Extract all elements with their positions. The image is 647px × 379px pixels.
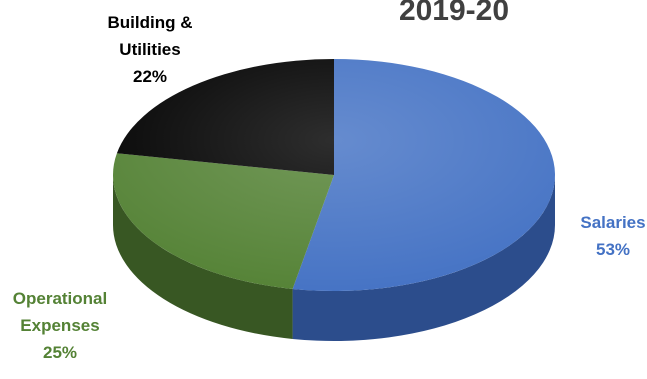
pie-sides xyxy=(113,175,555,341)
pie-label-1: Operational Expenses 25% xyxy=(13,289,107,362)
pie-label-line: Expenses xyxy=(20,316,99,335)
pie-shine xyxy=(113,59,555,291)
pie-label-line: Utilities xyxy=(119,40,180,59)
pie-label-line: Operational xyxy=(13,289,107,308)
pie-label-percent: 53% xyxy=(596,240,630,259)
pie-label-0: Salaries 53% xyxy=(580,213,645,259)
pie-label-line: Salaries xyxy=(580,213,645,232)
pie-label-line: Building & xyxy=(108,13,193,32)
pie-side-0 xyxy=(292,175,555,341)
chart-title: 2019-20 xyxy=(399,0,509,27)
pie-side-1 xyxy=(113,175,293,339)
pie-label-percent: 22% xyxy=(133,67,167,86)
pie-tops xyxy=(113,58,556,291)
pie-labels: Salaries 53% Operational Expenses 25% Buildin… xyxy=(13,13,646,362)
pie-label-2: Building & Utilities 22% xyxy=(108,13,193,86)
pie-label-percent: 25% xyxy=(43,343,77,362)
